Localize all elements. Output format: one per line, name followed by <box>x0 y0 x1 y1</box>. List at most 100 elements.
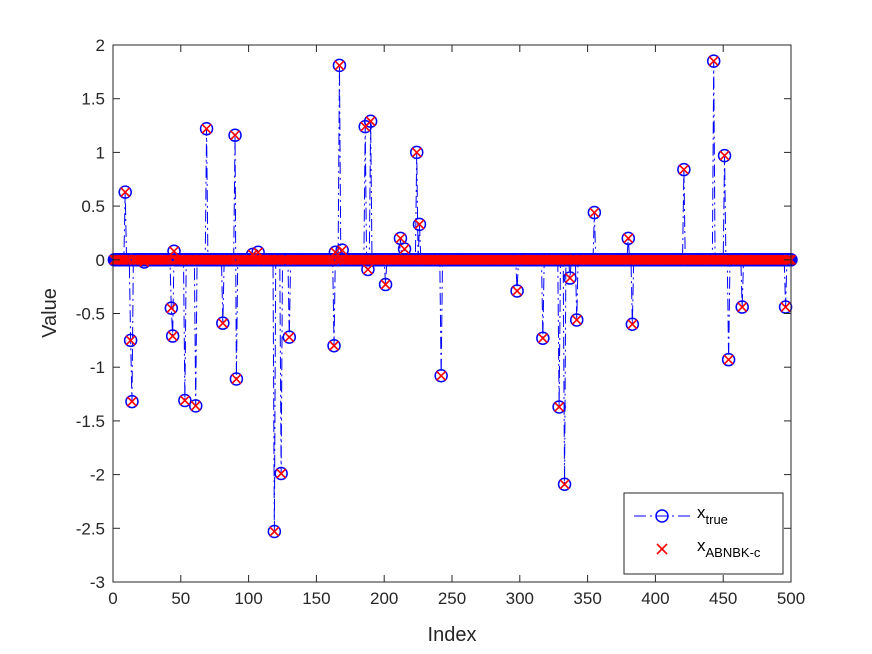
estimate-point <box>328 340 340 351</box>
x-tick-label: 150 <box>302 589 330 608</box>
estimate-point <box>414 219 425 230</box>
true-point <box>536 331 550 345</box>
y-tick-label: -2 <box>90 466 105 485</box>
y-tick-label: -1 <box>90 358 105 377</box>
estimate-point <box>708 56 719 67</box>
estimate-point <box>334 60 345 71</box>
x-tick-label: 350 <box>573 589 601 608</box>
true-point <box>677 162 691 177</box>
estimate-point <box>179 395 190 406</box>
estimate-point <box>126 396 138 407</box>
estimate-point <box>559 479 570 490</box>
legend-label-true: xtrue <box>697 503 728 527</box>
true-point <box>229 372 244 386</box>
true-point <box>118 185 132 199</box>
true-point <box>570 313 584 327</box>
true-point <box>327 338 341 353</box>
true-point <box>625 317 640 331</box>
estimate-point <box>564 272 576 284</box>
x-axis-label: Index <box>428 624 477 646</box>
true-point <box>735 300 749 314</box>
legend-label-true-sub: true <box>706 512 728 527</box>
y-tick-label: 2 <box>96 36 105 55</box>
legend-label-true-base: x <box>697 503 706 522</box>
estimate-point <box>780 301 791 313</box>
x-tick-label: 250 <box>438 589 466 608</box>
true-point <box>557 477 572 492</box>
true-point <box>434 369 448 383</box>
estimate-point <box>571 314 582 326</box>
true-point <box>267 524 282 539</box>
estimate-point <box>399 243 410 255</box>
estimate-point <box>365 116 376 127</box>
estimate-point <box>678 164 689 175</box>
y-tick-label: -1.5 <box>76 412 105 431</box>
estimate-point <box>623 233 634 244</box>
legend-label-estimate-sub: ABNBK-c <box>706 545 761 560</box>
true-point <box>274 466 288 481</box>
estimate-point <box>719 150 730 161</box>
x-tick-label: 200 <box>370 589 398 608</box>
estimate-point <box>201 123 212 134</box>
estimate-point <box>166 303 177 314</box>
x-tick-label: 500 <box>777 589 805 608</box>
true-point <box>199 122 214 136</box>
estimate-point <box>276 468 287 479</box>
estimate-point <box>167 330 178 342</box>
true-point <box>125 394 139 409</box>
estimate-point <box>229 130 241 141</box>
legend-label-estimate: xABNBK-c <box>697 536 761 560</box>
true-point <box>228 128 242 142</box>
estimate-point <box>395 233 406 244</box>
true-point <box>587 205 602 220</box>
true-point <box>563 271 577 285</box>
true-point <box>123 333 138 348</box>
x-tick-label: 450 <box>709 589 737 608</box>
true-point <box>178 393 192 408</box>
estimate-point <box>269 526 280 537</box>
legend-label-estimate-base: x <box>697 536 706 555</box>
estimate-point <box>125 335 136 346</box>
true-point <box>363 114 378 128</box>
y-axis-label: Value <box>39 288 61 338</box>
x-tick-label: 50 <box>171 589 190 608</box>
true-point <box>282 330 297 344</box>
true-point <box>164 301 179 315</box>
estimate-point <box>362 264 373 275</box>
estimate-point <box>537 333 548 344</box>
true-point <box>412 217 427 232</box>
estimate-point <box>737 301 748 313</box>
estimate-point <box>284 332 295 343</box>
true-point <box>621 231 636 246</box>
estimate-series-markers <box>109 56 797 537</box>
axes <box>112 44 792 583</box>
estimate-point <box>190 400 201 411</box>
x-tick-label: 0 <box>108 589 117 608</box>
y-tick-label: -3 <box>90 573 105 592</box>
x-tick-label: 400 <box>641 589 669 608</box>
y-tick-label: 0.5 <box>81 197 105 216</box>
x-tick-label: 100 <box>234 589 262 608</box>
y-tick-label: 0 <box>96 251 105 270</box>
true-point <box>717 148 732 163</box>
estimate-point <box>337 245 348 256</box>
estimate-point <box>231 373 242 385</box>
true-point <box>552 400 566 414</box>
estimate-point <box>217 318 228 329</box>
true-point <box>706 54 721 68</box>
y-tick-label: 1.5 <box>81 90 105 109</box>
legend: xtrue xABNBK-c <box>623 492 784 575</box>
legend-box <box>623 492 784 575</box>
estimate-point <box>224 254 235 265</box>
true-point <box>165 329 180 343</box>
estimate-point <box>436 370 447 381</box>
estimate-point <box>162 254 173 265</box>
true-point <box>216 316 230 330</box>
legend-marker-true <box>655 509 669 523</box>
y-tick-label: 1 <box>96 143 105 162</box>
true-point <box>721 352 736 367</box>
true-point <box>332 58 347 73</box>
y-tick-label: -0.5 <box>76 305 105 324</box>
